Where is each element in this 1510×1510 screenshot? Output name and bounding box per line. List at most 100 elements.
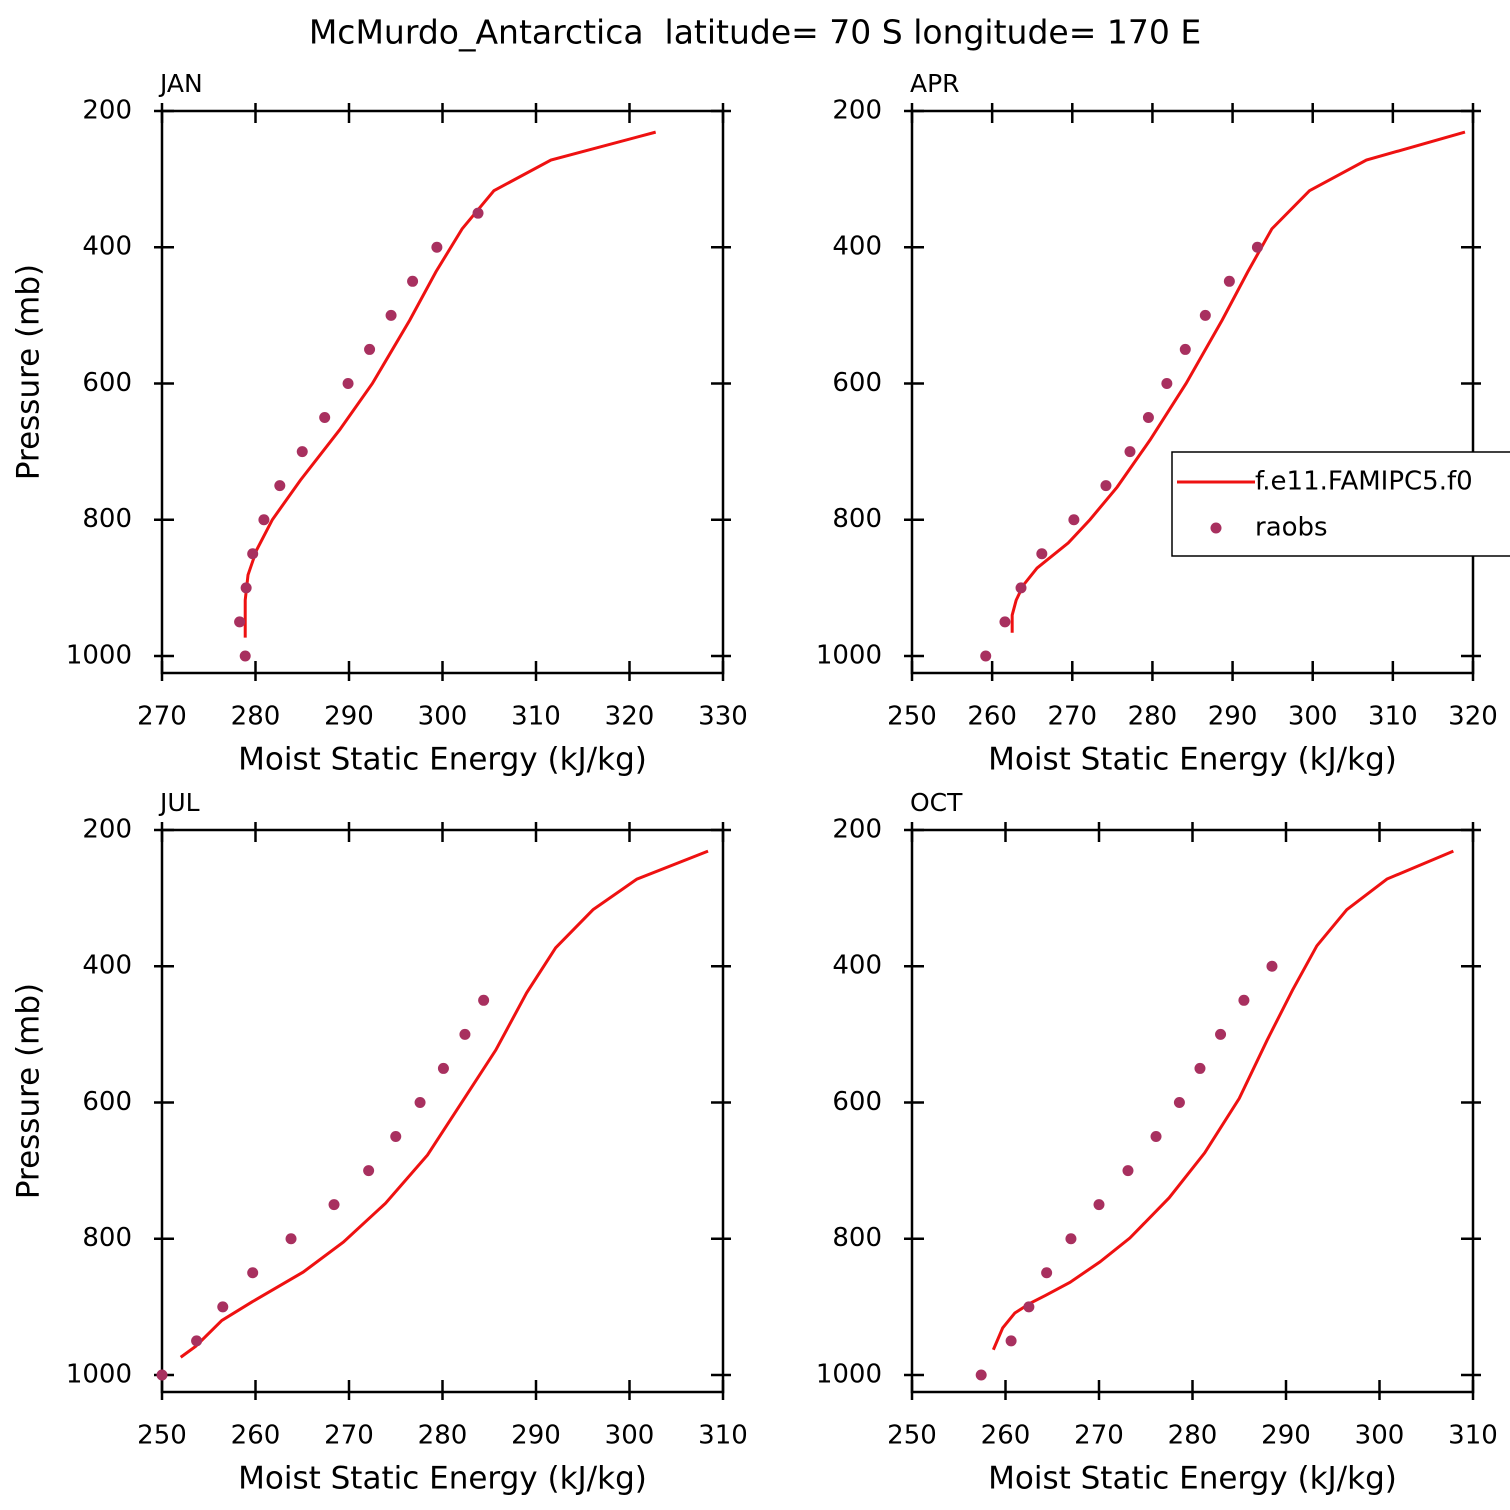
x-tick-label: 320 bbox=[605, 702, 655, 732]
data-point bbox=[414, 1096, 426, 1108]
data-point bbox=[274, 480, 286, 492]
x-tick-label: 300 bbox=[1288, 702, 1338, 732]
legend-swatch bbox=[1210, 522, 1222, 534]
y-tick-label: 1000 bbox=[66, 1359, 132, 1389]
y-tick-label: 800 bbox=[832, 504, 882, 534]
y-tick-label: 1000 bbox=[66, 640, 132, 670]
panel-title: JUL bbox=[158, 788, 200, 817]
data-point bbox=[1068, 514, 1080, 526]
data-point bbox=[980, 650, 992, 662]
y-tick-label: 1000 bbox=[816, 640, 882, 670]
y-tick-label: 800 bbox=[82, 504, 132, 534]
legend-label: f.e11.FAMIPC5.f0 bbox=[1255, 467, 1473, 497]
x-tick-label: 280 bbox=[231, 702, 281, 732]
x-tick-label: 300 bbox=[605, 1421, 655, 1451]
y-tick-label: 200 bbox=[832, 815, 882, 845]
x-tick-label: 280 bbox=[1168, 1421, 1218, 1451]
data-point bbox=[1122, 1165, 1134, 1177]
data-point bbox=[1199, 309, 1211, 321]
y-tick-label: 200 bbox=[832, 96, 882, 126]
data-point bbox=[240, 582, 252, 594]
plot-frame bbox=[910, 109, 1475, 675]
data-point bbox=[999, 616, 1011, 628]
x-tick-label: 280 bbox=[1128, 702, 1178, 732]
y-tick-label: 600 bbox=[82, 368, 132, 398]
y-tick-label: 600 bbox=[832, 368, 882, 398]
data-line bbox=[179, 849, 709, 1359]
data-point bbox=[478, 994, 490, 1006]
data-point bbox=[431, 241, 443, 253]
x-tick-label: 290 bbox=[1208, 702, 1258, 732]
panel: 200 400 600 800 1000 250 260 270 280 290 300 310 320… bbox=[816, 69, 1510, 778]
y-tick-label: 600 bbox=[82, 1087, 132, 1117]
y-tick-label: 600 bbox=[832, 1087, 882, 1117]
data-point bbox=[217, 1301, 229, 1313]
data-point bbox=[1194, 1062, 1206, 1074]
data-point bbox=[1223, 275, 1235, 287]
data-point bbox=[363, 1165, 375, 1177]
data-point bbox=[1238, 994, 1250, 1006]
data-point bbox=[1036, 548, 1048, 560]
x-tick-label: 330 bbox=[698, 702, 748, 732]
data-point bbox=[1100, 480, 1112, 492]
x-tick-label: 250 bbox=[887, 1421, 937, 1451]
data-point bbox=[234, 616, 246, 628]
data-point bbox=[975, 1369, 987, 1381]
data-point bbox=[247, 1267, 259, 1279]
data-point bbox=[1093, 1199, 1105, 1211]
data-point bbox=[1266, 960, 1278, 972]
data-point bbox=[1173, 1096, 1185, 1108]
y-tick-label: 200 bbox=[82, 96, 132, 126]
data-point bbox=[1015, 582, 1027, 594]
y-tick-label: 1000 bbox=[816, 1359, 882, 1389]
legend: f.e11.FAMIPC5.f0 raobs bbox=[1171, 451, 1510, 557]
y-axis-title: Pressure (mb) bbox=[11, 983, 47, 1199]
data-point bbox=[285, 1233, 297, 1245]
data-point bbox=[191, 1335, 203, 1347]
x-axis-title: Moist Static Energy (kJ/kg) bbox=[988, 742, 1397, 778]
x-tick-label: 280 bbox=[418, 1421, 468, 1451]
data-point bbox=[459, 1028, 471, 1040]
x-tick-label: 270 bbox=[1074, 1421, 1124, 1451]
data-point bbox=[1215, 1028, 1227, 1040]
x-tick-label: 270 bbox=[1047, 702, 1097, 732]
data-point bbox=[328, 1199, 340, 1211]
data-point bbox=[1124, 446, 1136, 458]
y-tick-label: 400 bbox=[832, 951, 882, 981]
x-axis-title: Moist Static Energy (kJ/kg) bbox=[238, 1461, 647, 1497]
x-tick-label: 290 bbox=[324, 702, 374, 732]
y-tick-label: 400 bbox=[832, 232, 882, 262]
x-tick-label: 260 bbox=[981, 1421, 1031, 1451]
y-axis-title: Pressure (mb) bbox=[11, 264, 47, 480]
chart-title: McMurdo_Antarctica latitude= 70 S longit… bbox=[309, 13, 1201, 52]
y-tick-label: 400 bbox=[82, 232, 132, 262]
data-point bbox=[239, 650, 251, 662]
data-point bbox=[1179, 343, 1191, 355]
x-tick-label: 300 bbox=[1355, 1421, 1405, 1451]
x-tick-label: 310 bbox=[698, 1421, 748, 1451]
data-point bbox=[390, 1131, 402, 1143]
data-point bbox=[1041, 1267, 1053, 1279]
x-tick-label: 290 bbox=[1261, 1421, 1311, 1451]
data-point bbox=[1005, 1335, 1017, 1347]
y-tick-label: 800 bbox=[82, 1223, 132, 1253]
y-tick-label: 800 bbox=[832, 1223, 882, 1253]
x-tick-label: 250 bbox=[137, 1421, 187, 1451]
data-line bbox=[243, 130, 657, 638]
data-point bbox=[1142, 412, 1154, 424]
data-point bbox=[407, 275, 419, 287]
x-tick-label: 310 bbox=[1368, 702, 1418, 732]
x-tick-label: 300 bbox=[418, 702, 468, 732]
panel: 200 400 600 800 1000 250 260 270 280 290 300 310 JUL… bbox=[11, 788, 748, 1497]
data-point bbox=[296, 446, 308, 458]
legend-box bbox=[1171, 451, 1510, 557]
data-point bbox=[437, 1062, 449, 1074]
panel: 200 400 600 800 1000 250 260 270 280 290 300 310 OCT… bbox=[816, 788, 1498, 1497]
x-tick-label: 260 bbox=[231, 1421, 281, 1451]
data-point bbox=[472, 207, 484, 219]
x-tick-label: 260 bbox=[967, 702, 1017, 732]
data-point bbox=[258, 514, 270, 526]
x-tick-label: 270 bbox=[137, 702, 187, 732]
panel-title: OCT bbox=[910, 788, 963, 817]
data-point bbox=[1150, 1131, 1162, 1143]
